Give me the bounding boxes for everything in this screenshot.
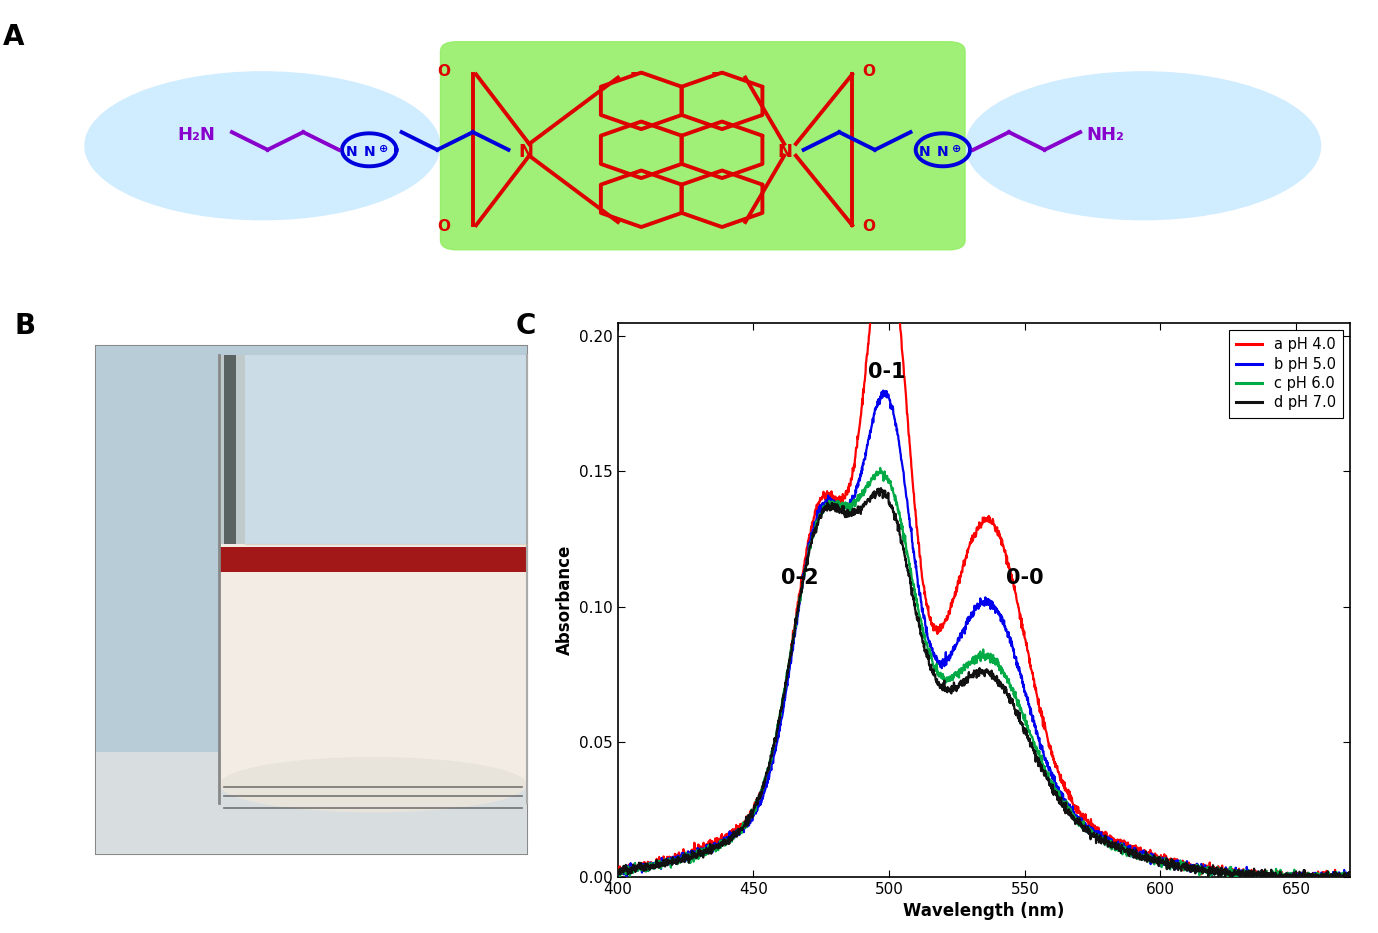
Text: N: N — [346, 145, 357, 159]
Text: ⊕: ⊕ — [952, 144, 962, 154]
Text: C: C — [515, 312, 536, 340]
Text: N: N — [777, 143, 792, 160]
Text: N: N — [364, 145, 375, 159]
Text: O: O — [437, 219, 451, 234]
Text: N: N — [518, 143, 533, 160]
Text: N: N — [937, 145, 948, 159]
Text: NH₂: NH₂ — [1087, 126, 1124, 144]
Text: −: − — [710, 63, 728, 83]
Text: O: O — [437, 64, 451, 79]
Bar — [219, 355, 245, 545]
Ellipse shape — [84, 71, 441, 220]
Bar — [96, 752, 526, 854]
Ellipse shape — [965, 71, 1322, 220]
X-axis label: Wavelength (nm): Wavelength (nm) — [904, 902, 1065, 921]
Bar — [219, 545, 526, 785]
Bar — [219, 355, 526, 545]
FancyBboxPatch shape — [96, 346, 526, 854]
Bar — [225, 355, 236, 545]
FancyBboxPatch shape — [441, 42, 965, 250]
Y-axis label: Absorbance: Absorbance — [555, 545, 573, 655]
Text: B: B — [14, 312, 36, 340]
Text: 0-0: 0-0 — [1006, 568, 1043, 588]
Bar — [219, 547, 526, 572]
Text: ⊕: ⊕ — [379, 144, 389, 154]
Text: 0-1: 0-1 — [868, 362, 905, 383]
Ellipse shape — [219, 757, 526, 813]
Text: −: − — [628, 63, 648, 83]
Legend: a pH 4.0, b pH 5.0, c pH 6.0, d pH 7.0: a pH 4.0, b pH 5.0, c pH 6.0, d pH 7.0 — [1229, 330, 1344, 418]
Text: 0-2: 0-2 — [781, 568, 819, 588]
Text: N: N — [919, 145, 930, 159]
Text: H₂N: H₂N — [176, 126, 215, 144]
Text: O: O — [861, 219, 875, 234]
Text: A: A — [3, 23, 25, 51]
Text: O: O — [861, 64, 875, 79]
Bar — [96, 346, 526, 854]
